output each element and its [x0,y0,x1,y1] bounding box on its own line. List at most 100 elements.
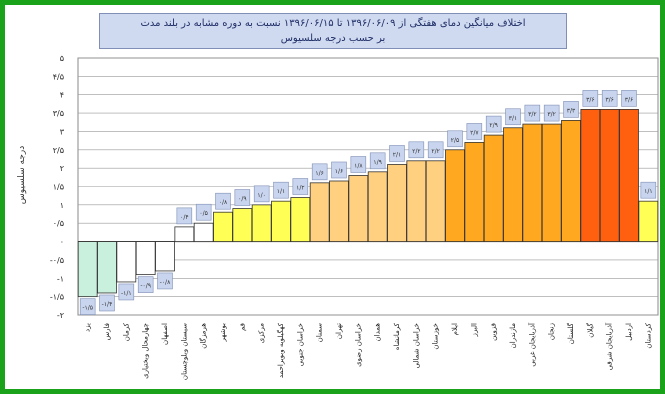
data-label: ۱/۶ [315,170,323,177]
data-label: ۳/۶ [625,96,633,103]
x-category-label: بوشهر [219,323,227,343]
x-category-label: گیلان [585,322,594,337]
data-label-box [215,192,231,210]
data-label-box [563,101,579,118]
data-label: ۲/۹ [489,122,497,129]
data-label: ۱/۲ [296,185,304,192]
x-category-label: خراسان جنوبی [296,323,304,366]
bar [464,142,485,242]
bar [232,208,253,242]
data-label-box [273,181,289,199]
data-label-box [505,108,521,126]
bar [251,204,272,242]
data-label-box [524,104,541,122]
data-label-box [543,104,560,122]
data-label-box [79,298,96,315]
data-label: ۰/۸ [219,199,228,206]
x-category-label: مرکزی [258,323,266,344]
bar [522,123,543,242]
data-label-box [99,294,115,312]
x-category-label: همدان [374,323,382,342]
data-label: -۱/۴ [102,301,113,308]
bar [97,241,117,294]
data-label: ۲/۷ [470,129,479,136]
chart-subtitle: بر حسب درجه سلسیوس [280,33,386,44]
data-label: ۳/۲ [528,111,536,118]
y-tick-label: ۴ [60,91,64,100]
bar [213,211,233,242]
bar [599,109,620,242]
x-category-label: زنجان [548,323,556,340]
x-category-label: گلستان [566,322,575,344]
x-category-label: سمنان [316,323,324,342]
y-tick-label: ۰ [60,238,64,247]
x-category-label: تهران [335,323,343,339]
bar [116,241,137,283]
data-label-box [466,123,483,140]
bar [425,160,446,242]
bar [367,171,388,242]
data-label: ۱/۹ [373,159,381,166]
y-tick-label: ۰/۵ [53,219,64,228]
data-label: ۲/۱ [393,151,401,158]
y-tick-label: ۳/۵ [53,109,64,118]
data-label: ۳/۳ [567,107,576,114]
data-label-box [582,90,599,107]
bar [77,241,98,298]
x-category-label: البرز [470,323,478,337]
x-category-label: کرمان [122,322,130,341]
x-category-label: یزد [84,323,92,332]
data-label: ۲/۵ [451,137,459,144]
data-label: ۳/۶ [605,96,613,103]
x-category-label: خوزستان [432,323,440,350]
y-tick-label: ۱/۵ [53,183,64,192]
x-category-label: خراسان شمالی [412,323,420,369]
x-category-label: اردبیل [625,323,633,341]
y-tick-label: ۴/۵ [53,72,64,81]
y-tick-label: -۲ [57,311,64,320]
data-label: ۳/۶ [586,96,594,103]
bar [638,200,659,242]
bar [329,180,349,242]
bar [445,149,465,242]
data-label: -۱/۱ [121,290,132,297]
bar [135,241,156,276]
y-tick-label: -۰/۵ [50,256,64,265]
chart-title-box: اختلاف میانگین دمای هفتگی از ۱۳۹۶/۰۶/۰۹ … [99,13,567,49]
data-label: ۳/۱ [509,115,517,122]
data-label: -۰/۸ [160,279,171,286]
y-tick-label: ۳ [60,127,65,136]
data-label-box [389,145,405,162]
data-label-box [408,141,425,159]
x-category-label: قزوین [490,323,498,341]
bar [271,200,291,242]
data-label-box [350,156,367,173]
data-label-box [234,189,251,206]
y-tick-label: ۲/۵ [53,146,64,155]
bar [619,109,639,242]
bar [483,134,504,242]
data-label-box [253,185,270,203]
x-category-label: قم [238,323,246,331]
x-category-label: فارس [103,323,111,340]
bar [387,164,407,242]
bar [193,222,214,242]
chart-title: اختلاف میانگین دمای هفتگی از ۱۳۹۶/۰۶/۰۹ … [140,18,526,29]
bar [406,160,427,242]
x-category-label: خراسان رضوی [354,323,362,367]
y-tick-label: ۱ [60,201,64,210]
data-label: -۰/۹ [140,283,151,290]
bar [309,182,330,242]
data-label: ۰/۴ [180,214,188,221]
data-label-box [621,90,637,107]
data-label: ۰/۵ [199,210,207,217]
x-category-label: هرمزگان [199,323,208,349]
data-label-box [311,163,328,181]
data-label-box [369,152,386,170]
x-category-label: آذربایجان غربی [527,322,536,367]
data-label-box [137,276,154,293]
data-label: -۱/۵ [82,305,93,312]
bar [290,197,311,242]
data-label-box [640,181,657,199]
